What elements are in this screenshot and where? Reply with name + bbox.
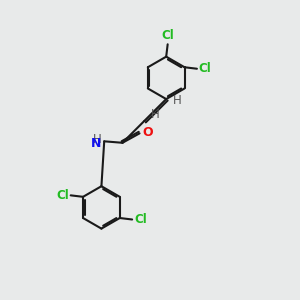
Text: Cl: Cl: [161, 29, 174, 42]
Text: H: H: [173, 94, 182, 107]
Text: Cl: Cl: [56, 189, 69, 202]
Text: H: H: [151, 108, 160, 121]
Text: Cl: Cl: [199, 62, 212, 75]
Text: Cl: Cl: [134, 213, 147, 226]
Text: H: H: [92, 133, 101, 146]
Text: N: N: [91, 136, 101, 150]
Text: O: O: [142, 126, 153, 139]
